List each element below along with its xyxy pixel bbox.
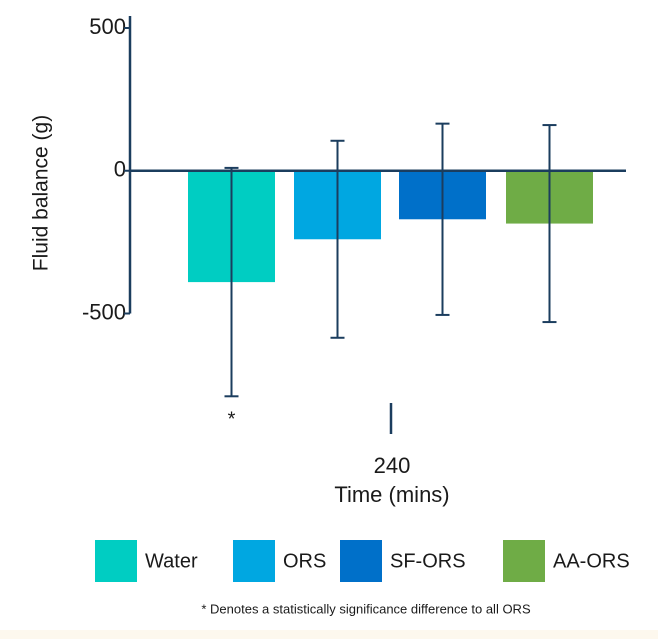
bottom-strip [0, 630, 658, 639]
legend-label: AA-ORS [553, 550, 630, 572]
error-bar [330, 139, 345, 339]
error-bar [435, 122, 450, 316]
legend-swatch [340, 540, 382, 582]
x-tick-label: 240 [374, 453, 411, 478]
legend-swatch [233, 540, 275, 582]
error-bar [542, 124, 557, 324]
legend-label: SF-ORS [390, 550, 466, 572]
annotation: * [228, 408, 236, 430]
legend-swatch [503, 540, 545, 582]
error-bar [224, 166, 239, 398]
x-axis-label: Time (mins) [334, 482, 449, 507]
legend-label: Water [145, 550, 198, 572]
y-tick-label: -500 [82, 299, 126, 324]
y-tick-label: 500 [89, 14, 126, 39]
footnote: * Denotes a statistically significance d… [201, 601, 531, 616]
legend-swatch [95, 540, 137, 582]
y-tick-label: 0 [114, 157, 126, 182]
y-axis-label: Fluid balance (g) [30, 115, 53, 271]
legend-label: ORS [283, 550, 326, 572]
